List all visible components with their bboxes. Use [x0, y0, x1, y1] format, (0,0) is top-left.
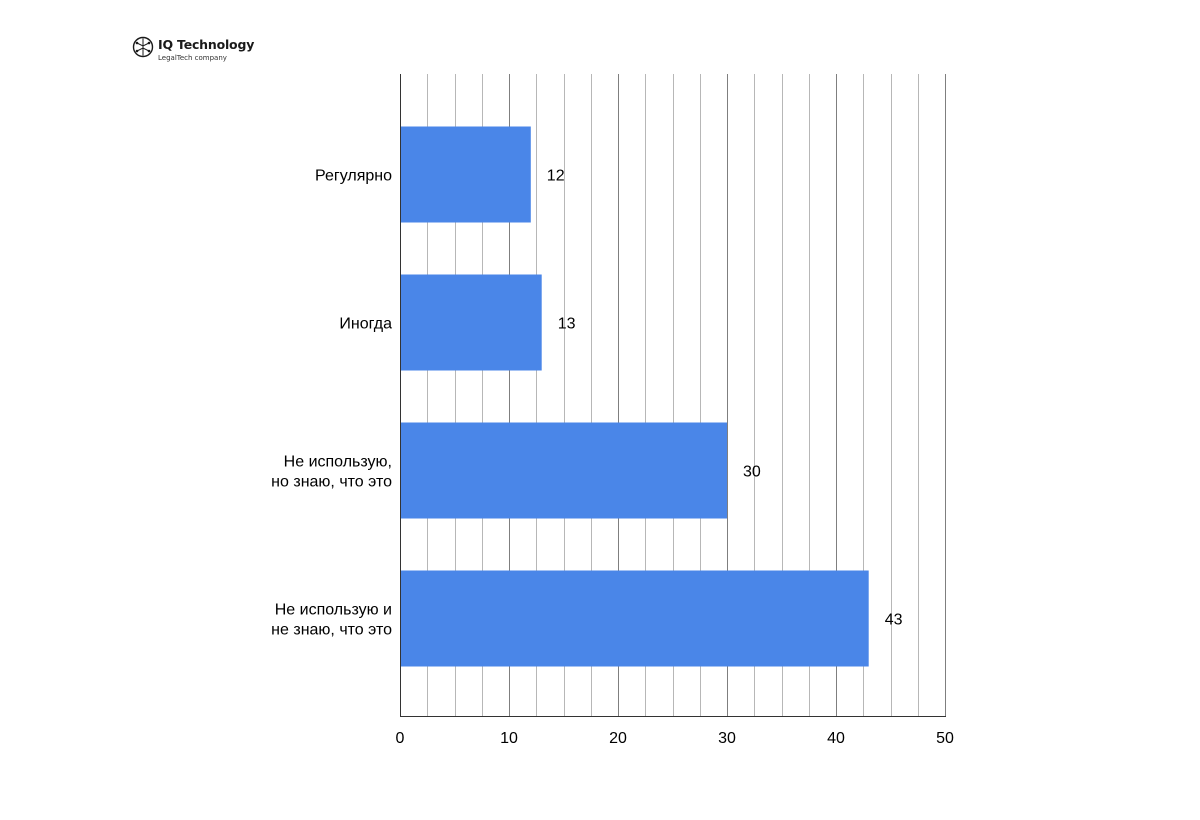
category-label: Не использую, [284, 454, 392, 471]
bar [400, 422, 727, 519]
x-tick-label: 50 [936, 730, 954, 747]
x-tick-label: 10 [500, 730, 518, 747]
logo-name: IQ Technology [158, 37, 255, 52]
bar [400, 570, 869, 667]
x-tick-label: 0 [396, 730, 405, 747]
bar [400, 126, 531, 223]
x-tick-label: 30 [718, 730, 736, 747]
category-label: Не использую и [275, 602, 392, 619]
logo-text: IQ Technology LegalTech company [158, 36, 254, 62]
data-label: 43 [885, 612, 903, 629]
category-label: не знаю, что это [271, 622, 392, 639]
category-label: Иногда [339, 316, 392, 333]
logo-subtitle: LegalTech company [158, 54, 227, 62]
category-label: но знаю, что это [271, 474, 392, 491]
x-tick-label: 40 [827, 730, 845, 747]
company-logo: IQ Technology LegalTech company [132, 36, 254, 66]
x-tick-label: 20 [609, 730, 627, 747]
data-label: 13 [558, 316, 576, 333]
data-label: 30 [743, 464, 761, 481]
data-label: 12 [547, 168, 565, 185]
bar [400, 274, 542, 371]
category-label: Регулярно [315, 168, 392, 185]
brain-circuit-icon [132, 36, 154, 58]
